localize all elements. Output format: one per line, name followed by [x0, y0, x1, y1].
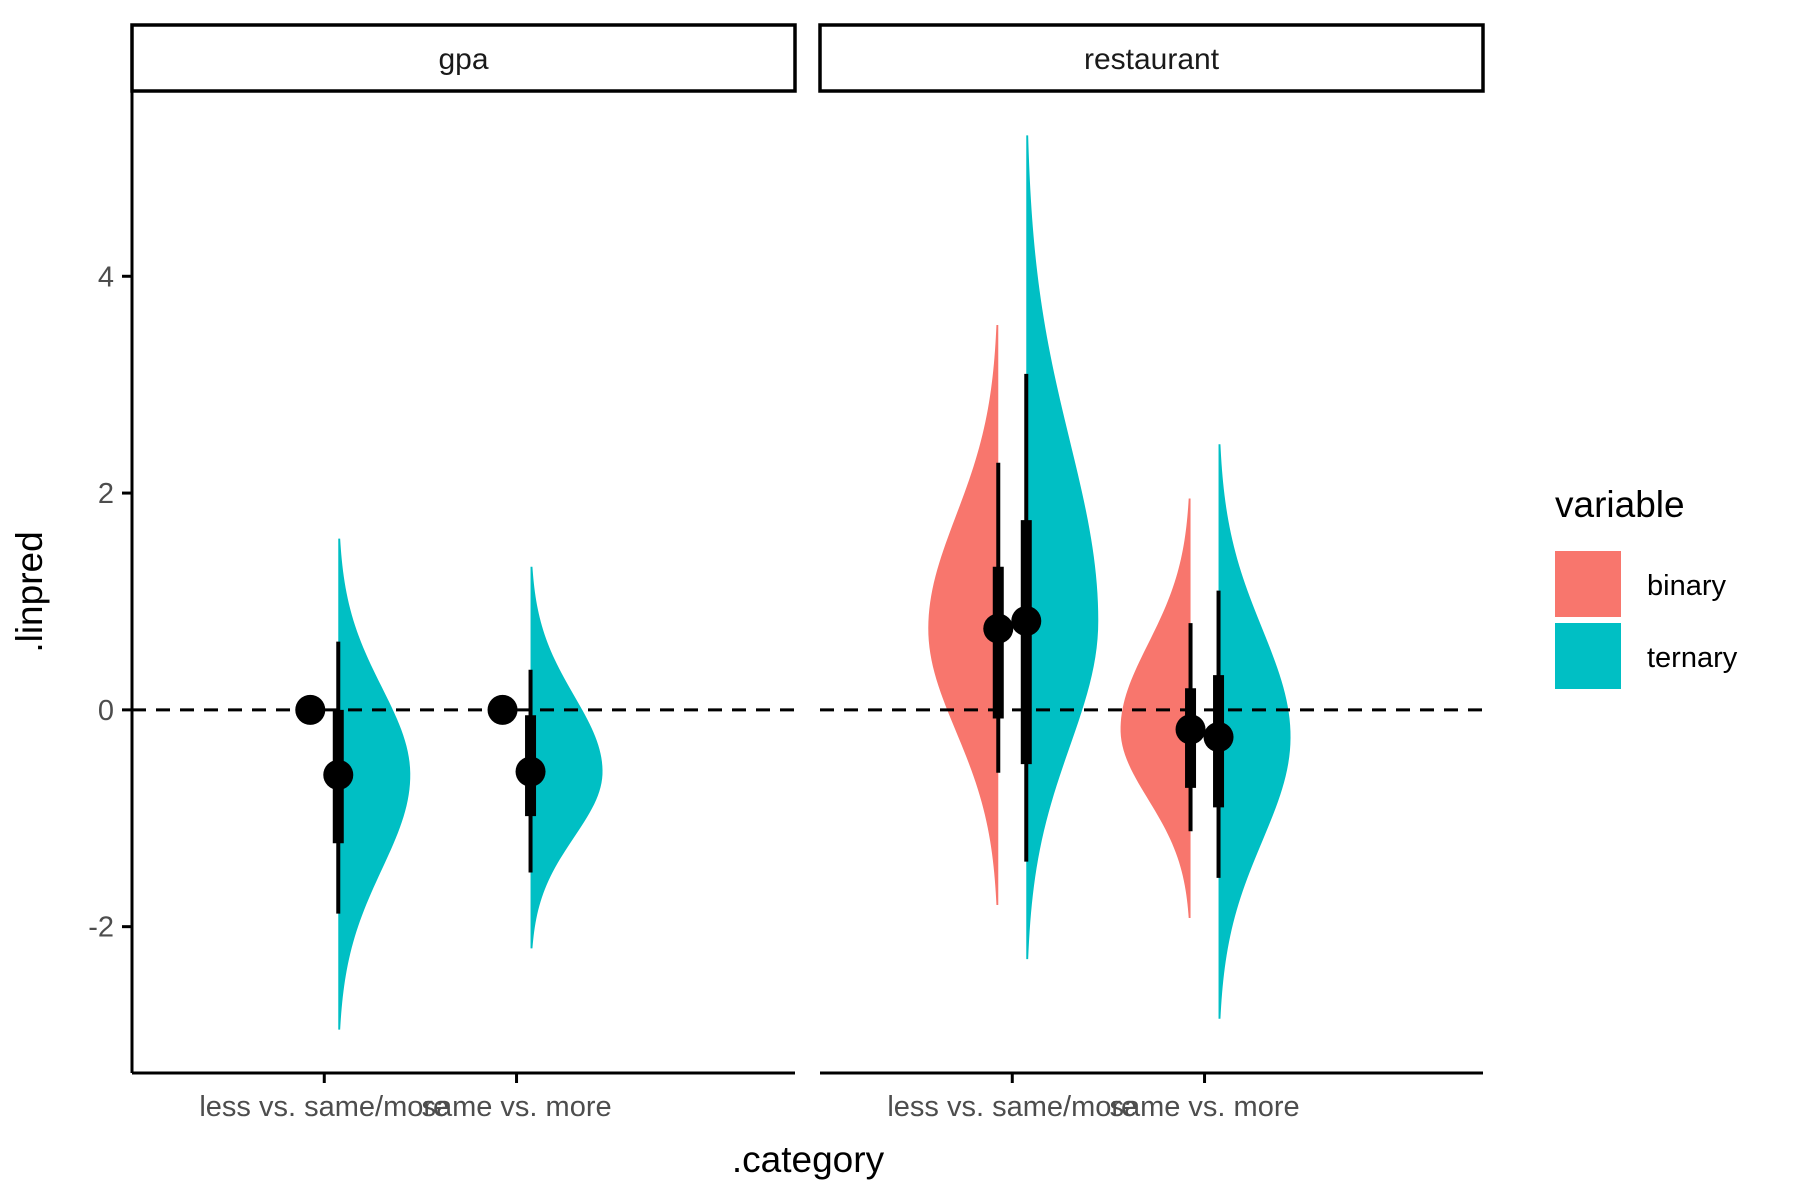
legend-swatch-binary [1555, 551, 1621, 617]
x-tick-label: less vs. same/more [887, 1091, 1137, 1123]
y-tick-label: 2 [98, 478, 114, 510]
y-tick-label: 4 [98, 261, 114, 293]
density-ternary [1026, 135, 1099, 960]
x-tick-label: same vs. more [1109, 1091, 1299, 1123]
legend-title: variable [1555, 484, 1685, 525]
facet-strip-label: gpa [438, 43, 488, 76]
legend-label-ternary: ternary [1647, 642, 1738, 674]
point-estimate-binary [295, 694, 326, 725]
density-binary [1120, 498, 1191, 918]
point-estimate-binary [1175, 714, 1206, 745]
x-tick-label: same vs. more [421, 1091, 611, 1123]
y-tick-label: -2 [88, 912, 114, 944]
density-ternary [1218, 444, 1291, 1019]
legend-label-binary: binary [1647, 570, 1726, 602]
densities [928, 135, 1291, 1019]
x-tick-label: less vs. same/more [199, 1091, 449, 1123]
legend-swatch-ternary [1555, 623, 1621, 689]
point-estimate-ternary [515, 756, 546, 787]
facet-strip [818, 23, 1485, 93]
facet-strip-label: restaurant [1084, 43, 1220, 76]
density-binary [928, 325, 999, 905]
y-axis-title: .linpred [9, 531, 50, 652]
density-ternary [530, 566, 603, 949]
point-estimate-ternary [323, 759, 354, 790]
legend: variable binary ternary [1555, 484, 1738, 689]
facet-strip [130, 23, 797, 93]
point-estimate-ternary [1203, 721, 1234, 752]
point-estimate-binary [983, 613, 1014, 644]
density-ternary [338, 538, 411, 1030]
y-tick-label: 0 [98, 695, 114, 727]
densities [338, 538, 603, 1030]
point-estimate-ternary [1011, 605, 1042, 636]
x-axis-title: .category [732, 1139, 885, 1180]
point-estimate-binary [487, 694, 518, 725]
